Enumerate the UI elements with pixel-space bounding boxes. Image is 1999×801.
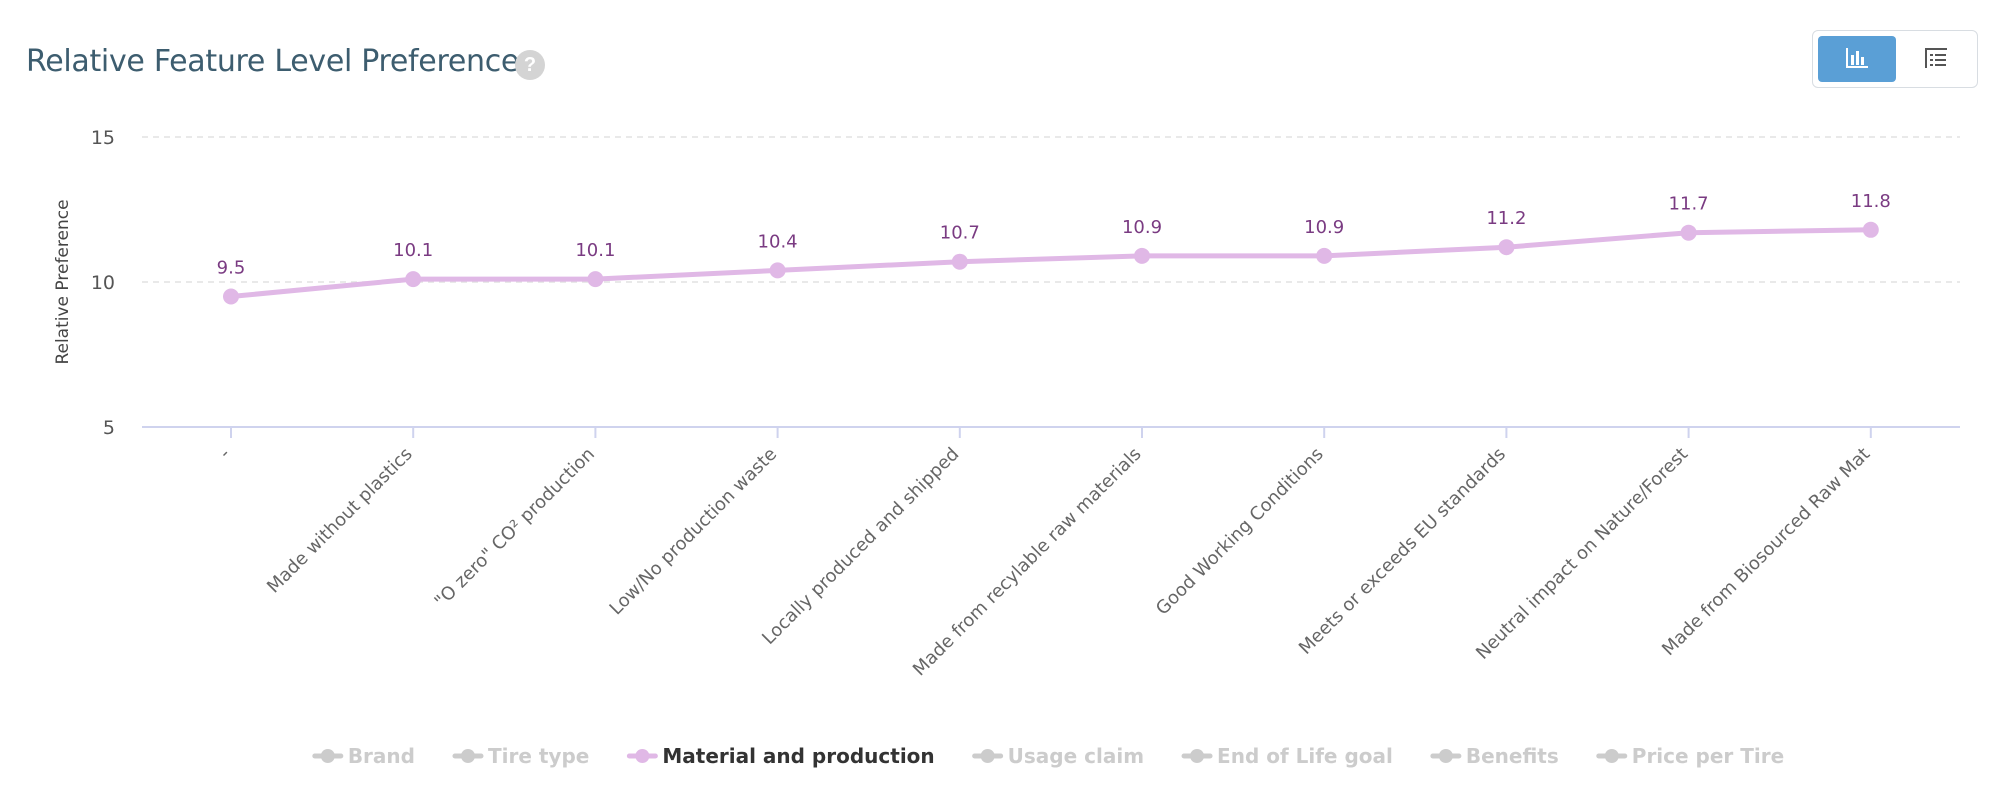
data-point: [1862, 221, 1879, 238]
series-line: [228, 227, 1874, 299]
page-title: Relative Feature Level Preference: [26, 44, 520, 79]
y-tick-label: 15: [91, 127, 115, 149]
legend-label: Benefits: [1466, 744, 1559, 768]
legend-item[interactable]: Benefits: [1430, 744, 1559, 768]
y-tick-labels: 5 10 15: [91, 127, 115, 439]
table-icon: [1925, 48, 1947, 68]
x-ticks: [230, 427, 1872, 438]
data-point: [951, 253, 968, 270]
data-point: [1680, 224, 1697, 241]
data-label: 10.7: [940, 223, 980, 244]
x-tick-label: Made from Biosourced Raw Mat: [1658, 444, 1874, 660]
legend-label: Price per Tire: [1632, 744, 1784, 768]
legend-symbol-marker: [1190, 749, 1205, 763]
y-tick-label: 10: [91, 272, 115, 294]
grid-lines: [142, 136, 1960, 283]
legend-label: Brand: [348, 744, 415, 768]
x-tick-label: Made from recylable raw materials: [909, 444, 1146, 681]
legend-item[interactable]: End of Life goal: [1181, 744, 1393, 768]
legend-symbol-marker: [1604, 749, 1619, 763]
legend-item[interactable]: Material and production: [626, 744, 935, 768]
y-tick-label: 5: [103, 417, 115, 439]
legend-item[interactable]: Tire type: [452, 744, 589, 768]
bar-chart-icon: [1846, 48, 1868, 68]
data-label: 10.4: [758, 231, 798, 252]
data-label: 9.5: [217, 258, 246, 279]
data-point: [1316, 247, 1333, 264]
data-label: 10.9: [1122, 217, 1162, 238]
legend-label: Material and production: [662, 744, 934, 768]
x-tick-label: Locally produced and shipped: [758, 444, 963, 649]
data-label: 10.1: [575, 240, 615, 261]
legend: Brand Tire type Material and production Usa…: [312, 744, 1784, 768]
legend-symbol-marker: [460, 749, 475, 763]
legend-symbol-marker: [980, 749, 995, 763]
x-tick-label: Good Working Conditions: [1152, 444, 1328, 620]
chart-view-button[interactable]: [1818, 36, 1896, 82]
data-label: 11.8: [1851, 191, 1891, 212]
x-tick-label: Made without plastics: [263, 444, 417, 598]
legend-item[interactable]: Brand: [312, 744, 415, 768]
table-view-button[interactable]: [1897, 36, 1975, 82]
data-point: [769, 262, 786, 279]
legend-label: Usage claim: [1008, 744, 1144, 768]
data-point: [223, 288, 239, 305]
legend-symbol-marker: [1438, 749, 1453, 763]
y-axis-label: Relative Preference: [53, 199, 73, 364]
data-point: [587, 271, 604, 288]
data-label: 11.2: [1486, 208, 1526, 229]
x-tick-label: Neutral impact on Nature/Forest: [1472, 444, 1692, 664]
legend-label: End of Life goal: [1217, 744, 1393, 768]
data-point: [1498, 239, 1515, 256]
view-toggle: [1812, 30, 1978, 88]
x-tick-label: Meets or exceeds EU standards: [1295, 444, 1510, 659]
legend-symbol-marker: [635, 749, 650, 763]
data-label: 10.9: [1304, 217, 1344, 238]
data-label: 11.7: [1669, 194, 1709, 215]
x-tick-label: "O zero" CO² production: [431, 444, 599, 612]
x-tick-label: Low/No production waste: [606, 444, 782, 620]
x-tick-label: -: [215, 444, 234, 463]
legend-symbol-marker: [320, 749, 335, 763]
legend-label: Tire type: [488, 744, 589, 768]
data-point: [405, 271, 422, 288]
data-label: 10.1: [393, 240, 433, 261]
data-point: [1134, 247, 1150, 264]
help-icon[interactable]: ?: [515, 50, 545, 80]
x-tick-labels: - Made without plastics "O zero" CO² produ…: [215, 444, 1874, 681]
legend-item[interactable]: Usage claim: [972, 744, 1144, 768]
legend-item[interactable]: Price per Tire: [1596, 744, 1784, 768]
series: 9.5 10.1 10.1 10.4 10.7 10.9 10.9 11.2 11.7 11.8: [217, 191, 1891, 305]
